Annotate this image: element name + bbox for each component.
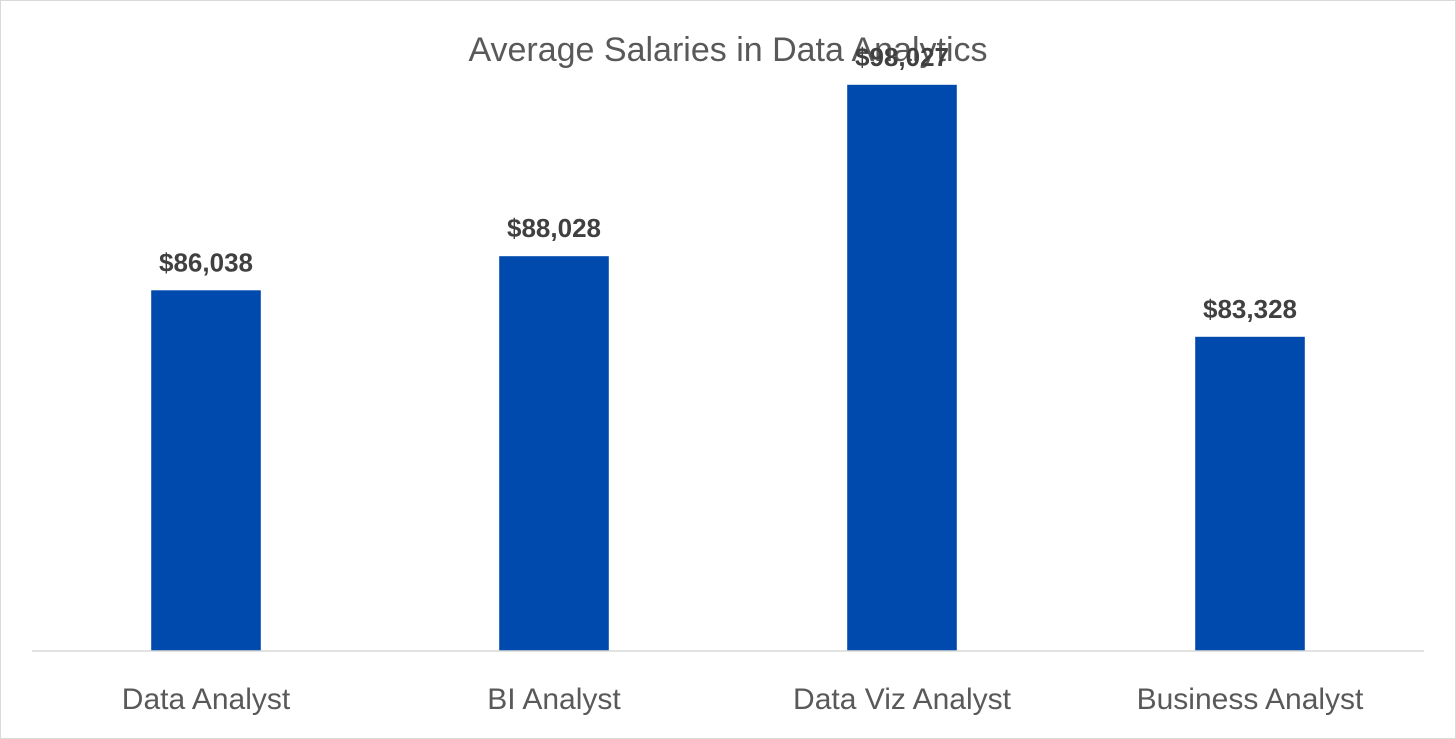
bar-business-analyst <box>1195 336 1305 651</box>
data-label: $98,027 <box>855 42 949 72</box>
bar-bi-analyst <box>499 256 609 651</box>
category-labels-group: Data Analyst BI Analyst Data Viz Analyst Bu… <box>122 683 1364 716</box>
data-label: $88,028 <box>507 213 601 243</box>
data-labels-group: $86,038 $88,028 $98,027 $83,328 <box>159 42 1297 324</box>
data-label: $83,328 <box>1203 294 1297 324</box>
category-label: Business Analyst <box>1137 683 1364 716</box>
bars-group <box>151 84 1305 652</box>
category-label: BI Analyst <box>487 683 621 716</box>
bar-data-viz-analyst <box>847 84 957 652</box>
data-label: $86,038 <box>159 247 253 277</box>
category-label: Data Analyst <box>122 683 291 716</box>
chart-title: Average Salaries in Data Analytics <box>468 31 987 69</box>
bar-data-analyst <box>151 290 261 651</box>
category-label: Data Viz Analyst <box>793 683 1012 716</box>
